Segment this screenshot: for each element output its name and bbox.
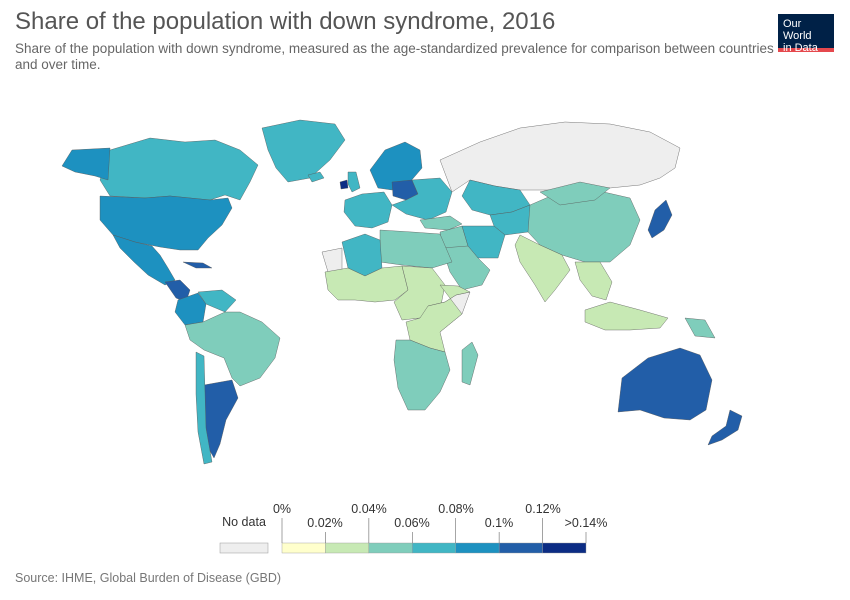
legend-tick-lower: >0.14%	[565, 516, 608, 530]
chart-title: Share of the population with down syndro…	[15, 8, 556, 35]
country-eastern-europe[interactable]	[391, 177, 453, 221]
country-western-sahara[interactable]	[321, 247, 343, 273]
country-southern-africa[interactable]	[393, 339, 451, 411]
legend-tick-upper: 0%	[273, 502, 291, 516]
country-chile[interactable]	[195, 351, 213, 465]
country-south-america[interactable]	[184, 311, 281, 387]
country-southeast-asia[interactable]	[574, 261, 613, 301]
country-australia[interactable]	[617, 347, 713, 421]
legend-tick-upper: 0.04%	[351, 502, 386, 516]
country-canada[interactable]	[99, 137, 259, 201]
country-cuba[interactable]	[182, 261, 213, 269]
legend-bin-swatch[interactable]	[368, 542, 413, 554]
logo-line-2: in Data	[783, 42, 818, 54]
legend-bin-swatch[interactable]	[498, 542, 543, 554]
country-venezuela[interactable]	[197, 289, 237, 313]
country-central-america[interactable]	[164, 279, 191, 303]
country-mexico[interactable]	[112, 234, 176, 286]
country-united-kingdom[interactable]	[347, 171, 361, 193]
legend-tick-upper: 0.08%	[438, 502, 473, 516]
country-mongolia[interactable]	[539, 181, 611, 206]
country-ireland[interactable]	[339, 179, 349, 190]
country-new-zealand[interactable]	[707, 409, 743, 446]
country-papua-new-guinea[interactable]	[684, 317, 716, 339]
legend-tick-lower: 0.1%	[485, 516, 514, 530]
legend-no-data-label: No data	[222, 515, 266, 529]
country-arabian-peninsula[interactable]	[441, 245, 491, 291]
owid-logo[interactable]: Our World in Data	[778, 14, 834, 54]
chart-subtitle: Share of the population with down syndro…	[15, 41, 774, 72]
country-scandinavia[interactable]	[369, 141, 423, 191]
legend-bin-swatch[interactable]	[412, 542, 456, 554]
legend-tick-lower: 0.06%	[394, 516, 429, 530]
legend-bin-swatch[interactable]	[325, 542, 370, 554]
legend-tick-upper: 0.12%	[525, 502, 560, 516]
country-east-africa[interactable]	[405, 284, 471, 353]
logo-line-1: Our World	[783, 18, 812, 42]
legend-bin-swatch[interactable]	[281, 542, 326, 554]
world-map	[61, 119, 743, 465]
country-north-africa[interactable]	[379, 229, 453, 269]
legend-bin-swatch[interactable]	[455, 542, 500, 554]
legend-tick-lower: 0.02%	[307, 516, 342, 530]
legend-no-data-swatch[interactable]	[219, 542, 269, 554]
country-west-africa[interactable]	[324, 265, 409, 303]
country-madagascar[interactable]	[461, 341, 479, 386]
country-indonesia[interactable]	[584, 301, 669, 331]
source-note: Source: IHME, Global Burden of Disease (…	[15, 571, 282, 585]
country-alaska[interactable]	[61, 147, 111, 181]
country-japan[interactable]	[647, 199, 673, 239]
country-india[interactable]	[514, 234, 571, 303]
map-legend: No data 0% 0.04% 0.08% 0.12% 0.02% 0.06%…	[219, 502, 608, 554]
country-greenland[interactable]	[261, 119, 346, 183]
country-iceland[interactable]	[307, 171, 325, 183]
country-turkey[interactable]	[419, 215, 463, 231]
legend-bin-swatch[interactable]	[542, 542, 587, 554]
country-western-europe[interactable]	[343, 191, 393, 229]
